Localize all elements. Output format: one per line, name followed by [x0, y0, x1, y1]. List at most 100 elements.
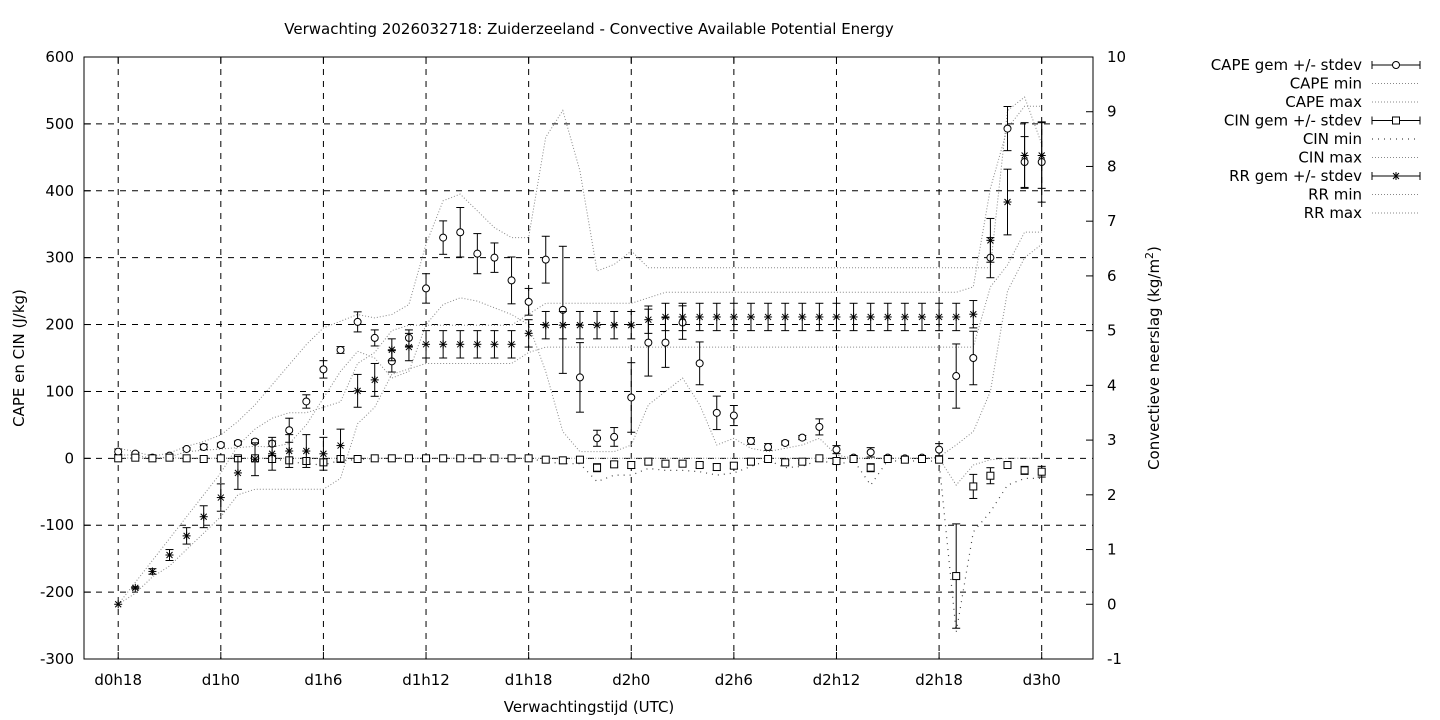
y2-axis-label: Convectieve neerslag (kg/m2)	[1143, 246, 1163, 470]
cin-point	[422, 454, 431, 463]
cape-point	[952, 372, 961, 381]
cape-point	[199, 442, 208, 451]
rr-point	[986, 236, 995, 245]
cin-point	[114, 454, 123, 463]
cape-point	[695, 359, 704, 368]
y-tick-label: 100	[45, 382, 74, 400]
rr-point	[593, 321, 602, 330]
y2-tick-label: 5	[1107, 322, 1117, 340]
star-stroke	[320, 450, 327, 458]
rr-point	[815, 312, 824, 321]
star-stroke	[1038, 152, 1046, 159]
rr-point	[849, 312, 858, 321]
x-tick-label: d1h18	[505, 671, 553, 689]
cape-point	[182, 444, 191, 453]
cape-point	[712, 408, 721, 417]
cin-point	[678, 459, 687, 468]
legend-label: RR max	[1304, 204, 1362, 222]
star-stroke	[884, 313, 892, 321]
star-stroke	[217, 494, 225, 501]
y-tick-label: -300	[40, 650, 74, 668]
rr-point	[404, 343, 413, 352]
rr-point	[1020, 151, 1029, 160]
legend-marker-square	[1392, 116, 1400, 125]
star-stroke	[114, 600, 122, 608]
rr-point	[866, 312, 875, 321]
legend-label: CIN gem +/- stdev	[1224, 112, 1362, 130]
cin-point	[935, 455, 944, 464]
cape-point	[781, 438, 790, 447]
x-tick-label: d0h18	[94, 671, 142, 689]
x-tick-label: d1h6	[304, 671, 342, 689]
y-tick-label: -100	[40, 516, 74, 534]
star-stroke	[1392, 172, 1400, 180]
cin-point	[507, 454, 516, 463]
rr-point	[302, 447, 311, 456]
rr-point	[695, 312, 704, 321]
rr-point	[285, 447, 294, 456]
star-stroke	[610, 321, 618, 329]
rr-point	[319, 449, 328, 458]
y-axis-label: CAPE en CIN (J/kg)	[10, 289, 28, 427]
cin-point	[439, 454, 448, 463]
cin-point	[952, 572, 961, 581]
x-tick-label: d3h0	[1023, 671, 1061, 689]
star-stroke	[781, 313, 789, 321]
star-stroke	[987, 236, 994, 244]
y2-tick-label: 10	[1107, 48, 1126, 66]
cin-point	[729, 461, 738, 470]
rr-point	[832, 312, 841, 321]
cape-point	[969, 354, 978, 362]
rr-point	[353, 386, 362, 395]
star-stroke	[645, 316, 652, 324]
cape-point	[815, 422, 824, 431]
cin-point	[216, 454, 225, 463]
rr-point	[644, 315, 653, 324]
star-stroke	[371, 376, 379, 384]
rr-point	[490, 340, 499, 349]
rr-point	[507, 340, 516, 349]
star-stroke	[730, 313, 738, 321]
rr-point	[148, 567, 157, 576]
rr-point	[952, 312, 961, 321]
cin-point	[575, 455, 584, 464]
star-stroke	[166, 551, 173, 559]
star-stroke	[473, 340, 481, 348]
rr-point	[473, 340, 482, 349]
legend-label: CIN max	[1298, 149, 1362, 167]
rr-point	[336, 441, 345, 450]
cin-point	[832, 457, 841, 466]
cin-point	[524, 454, 533, 463]
legend-marker-circle	[1392, 61, 1400, 69]
rr-point	[439, 340, 448, 349]
cape-point	[507, 276, 516, 285]
star-stroke	[542, 321, 550, 329]
rr-point	[746, 312, 755, 321]
star-stroke	[131, 584, 139, 592]
cin-point	[387, 454, 396, 463]
rr-point	[422, 340, 431, 349]
rr-point	[524, 329, 533, 338]
star-stroke	[627, 321, 635, 329]
cin-point	[764, 455, 773, 464]
rr-point	[216, 493, 225, 502]
cin-point	[541, 455, 550, 464]
star-stroke	[867, 313, 875, 321]
x-tick-label: d2h6	[715, 671, 753, 689]
cape-point	[832, 445, 841, 454]
cape-point	[353, 317, 362, 326]
rr-point	[456, 340, 465, 349]
star-stroke	[662, 313, 669, 321]
x-tick-label: d2h0	[612, 671, 650, 689]
cape-point	[935, 445, 944, 454]
cin-point	[969, 482, 978, 491]
cin-min-line	[118, 457, 1042, 633]
cin-point	[353, 455, 362, 464]
cin-point	[370, 454, 379, 463]
cin-point	[1003, 461, 1012, 470]
rr-point	[661, 312, 670, 321]
cape-point	[439, 233, 448, 242]
x-tick-label: d2h18	[915, 671, 963, 689]
y-tick-label: -200	[40, 583, 74, 601]
star-stroke	[422, 340, 430, 348]
